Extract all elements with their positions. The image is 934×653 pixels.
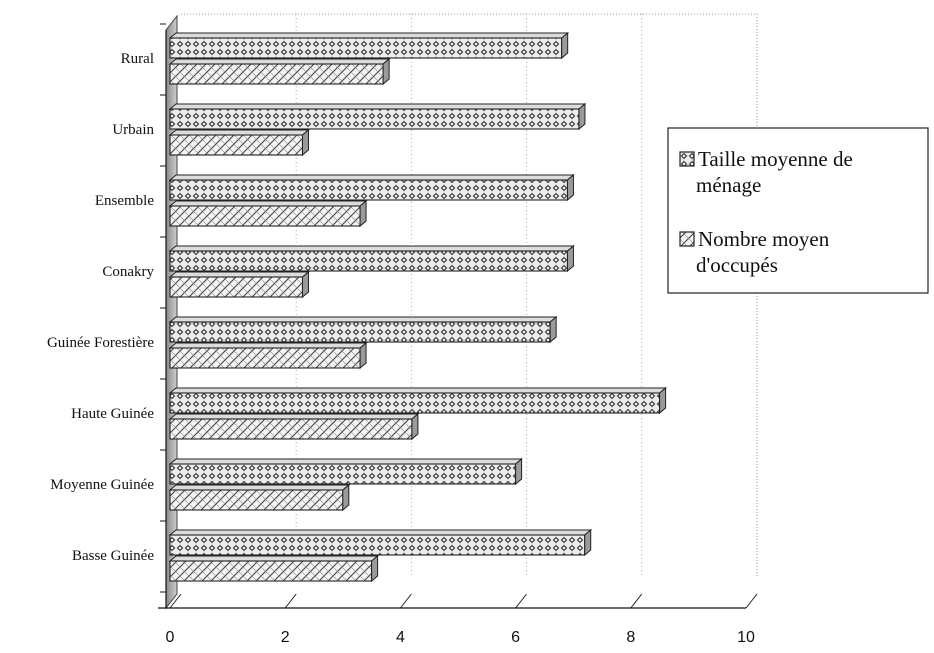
- category-labels: Basse Guinée Moyenne Guinée Haute Guinée Gu…: [47, 51, 155, 564]
- floor-tick: [284, 593, 297, 609]
- floor-tick: [515, 593, 527, 609]
- legend-box: [667, 127, 929, 294]
- bar-occupes: [168, 270, 310, 299]
- floor-tick: [630, 593, 643, 609]
- bar-occupes: [168, 554, 379, 583]
- floor-tick: [169, 593, 182, 609]
- bar-occupes: [168, 483, 351, 512]
- bar-occupes: [168, 128, 310, 157]
- bar-taille: [168, 173, 575, 202]
- bar-taille: [168, 528, 593, 557]
- floor-tick: [400, 593, 412, 609]
- bar-taille: [168, 31, 570, 60]
- category-label: Rural: [121, 51, 154, 67]
- legend-swatch: [679, 231, 695, 247]
- x-tick-label: 4: [396, 629, 405, 646]
- category-label: Conakry: [102, 264, 154, 280]
- category-label: Ensemble: [95, 193, 154, 209]
- x-tick-labels: 0 2 4 6 8 10: [166, 629, 755, 646]
- legend-label: Taille moyenne de ménage: [696, 147, 853, 197]
- legend-swatch: [679, 151, 695, 167]
- bar-occupes: [168, 57, 391, 86]
- x-tick-label: 2: [281, 629, 290, 646]
- category-label: Guinée Forestière: [47, 335, 154, 351]
- back-wall-outline: [181, 13, 758, 576]
- legend-label: Nombre moyen d'occupés: [696, 227, 830, 277]
- bar-taille: [168, 244, 575, 273]
- category-label: Haute Guinée: [71, 406, 154, 422]
- bars: [168, 31, 667, 583]
- bar-occupes: [168, 199, 368, 228]
- floor-tick: [745, 593, 758, 609]
- bar-taille: [168, 315, 558, 344]
- x-tick-label: 0: [166, 629, 175, 646]
- legend: Taille moyenne de ménage Nombre moyen d'occ…: [667, 127, 929, 294]
- bar-occupes: [168, 412, 420, 441]
- x-tick-label: 10: [737, 629, 755, 646]
- bar-occupes: [168, 341, 368, 370]
- x-tick-label: 6: [511, 629, 520, 646]
- category-label: Urbain: [112, 122, 154, 138]
- category-label: Basse Guinée: [72, 548, 154, 564]
- x-tick-label: 8: [626, 629, 635, 646]
- bar-taille: [168, 457, 523, 486]
- category-label: Moyenne Guinée: [50, 477, 154, 493]
- gridlines: [169, 13, 758, 609]
- bar-taille: [168, 102, 587, 131]
- bar-taille: [168, 386, 667, 415]
